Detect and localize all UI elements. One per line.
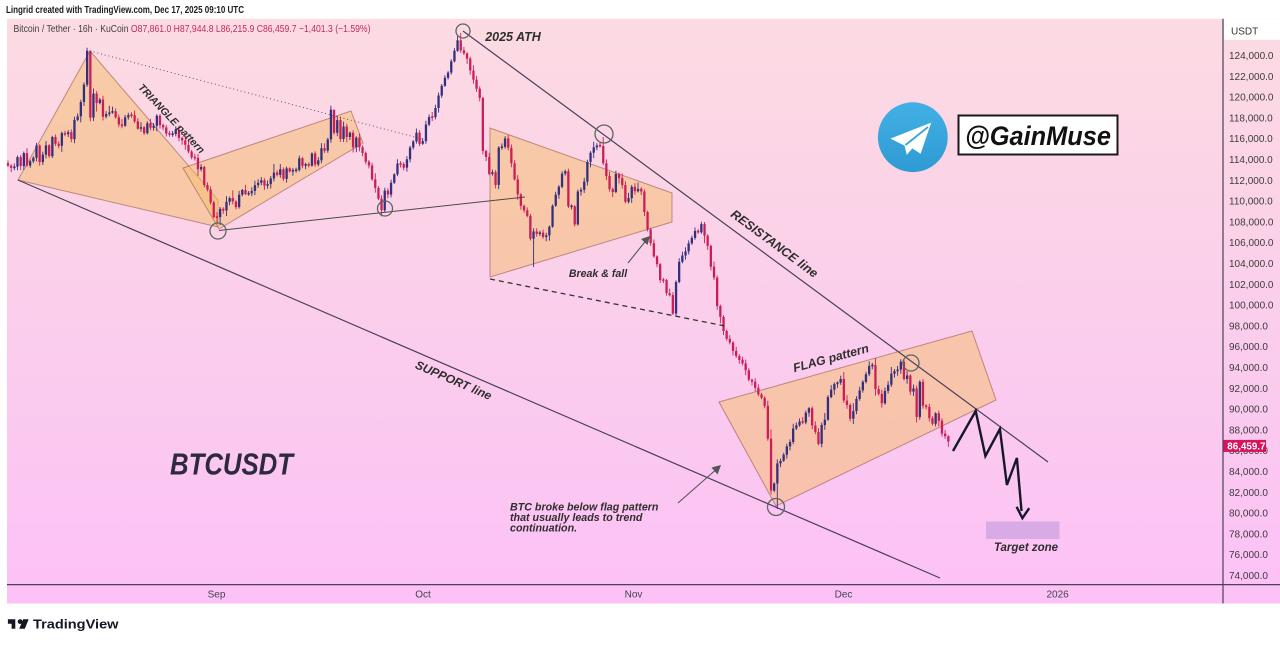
- svg-text:112,000.0: 112,000.0: [1229, 176, 1273, 187]
- svg-text:USDT: USDT: [1231, 27, 1258, 38]
- svg-text:108,000.0: 108,000.0: [1229, 217, 1274, 228]
- svg-text:114,000.0: 114,000.0: [1229, 155, 1273, 166]
- svg-text:102,000.0: 102,000.0: [1229, 280, 1274, 291]
- svg-text:82,000.0: 82,000.0: [1229, 488, 1268, 499]
- svg-text:continuation.: continuation.: [510, 523, 577, 535]
- svg-text:BTCUSDT: BTCUSDT: [170, 447, 296, 482]
- svg-text:Sep: Sep: [208, 590, 226, 601]
- svg-text:100,000.0: 100,000.0: [1229, 301, 1274, 312]
- svg-text:Break & fall: Break & fall: [569, 268, 628, 280]
- svg-text:84,000.0: 84,000.0: [1229, 467, 1268, 478]
- svg-text:@GainMuse: @GainMuse: [965, 121, 1111, 151]
- svg-text:86,459.7: 86,459.7: [1227, 441, 1266, 452]
- svg-text:106,000.0: 106,000.0: [1229, 238, 1274, 249]
- svg-text:TradingView: TradingView: [33, 617, 119, 632]
- svg-text:104,000.0: 104,000.0: [1229, 259, 1274, 270]
- svg-text:Target zone: Target zone: [994, 542, 1059, 554]
- svg-text:74,000.0: 74,000.0: [1229, 571, 1268, 582]
- svg-text:Lingrid created with TradingVi: Lingrid created with TradingView.com, De…: [6, 5, 244, 16]
- svg-text:122,000.0: 122,000.0: [1229, 72, 1274, 83]
- svg-text:80,000.0: 80,000.0: [1229, 509, 1268, 520]
- svg-text:78,000.0: 78,000.0: [1229, 529, 1268, 540]
- svg-text:Oct: Oct: [415, 590, 431, 601]
- svg-text:94,000.0: 94,000.0: [1229, 363, 1268, 374]
- svg-text:96,000.0: 96,000.0: [1229, 342, 1268, 353]
- svg-text:Nov: Nov: [625, 590, 643, 601]
- svg-text:110,000.0: 110,000.0: [1229, 197, 1273, 208]
- svg-text:118,000.0: 118,000.0: [1229, 113, 1273, 124]
- svg-text:92,000.0: 92,000.0: [1229, 384, 1268, 395]
- svg-text:BTC broke below flag pattern: BTC broke below flag pattern: [510, 502, 659, 514]
- svg-text:98,000.0: 98,000.0: [1229, 321, 1268, 332]
- svg-text:116,000.0: 116,000.0: [1229, 134, 1273, 145]
- svg-text:that usually leads to trend: that usually leads to trend: [510, 512, 643, 524]
- svg-text:2026: 2026: [1046, 590, 1069, 601]
- svg-text:Bitcoin / Tether · 16h · KuCoi: Bitcoin / Tether · 16h · KuCoin O87,861.…: [14, 24, 371, 35]
- svg-text:Dec: Dec: [835, 590, 853, 601]
- svg-text:76,000.0: 76,000.0: [1229, 550, 1268, 561]
- svg-text:124,000.0: 124,000.0: [1229, 51, 1274, 62]
- svg-text:120,000.0: 120,000.0: [1229, 93, 1274, 104]
- svg-text:90,000.0: 90,000.0: [1229, 405, 1268, 416]
- svg-text:2025 ATH: 2025 ATH: [484, 30, 542, 44]
- svg-text:88,000.0: 88,000.0: [1229, 425, 1268, 436]
